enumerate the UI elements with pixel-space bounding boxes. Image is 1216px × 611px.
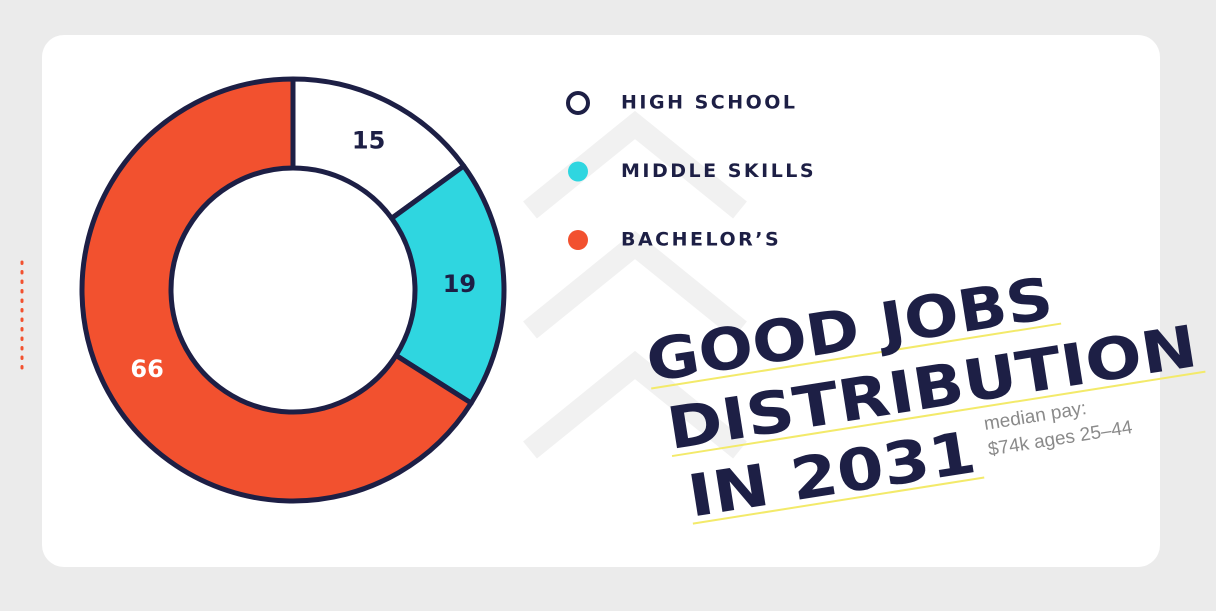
data-label: 66 xyxy=(130,355,163,383)
legend-label: MIDDLE SKILLS xyxy=(621,160,816,182)
legend-label: HIGH SCHOOL xyxy=(621,92,798,114)
chevrons xyxy=(523,110,747,459)
donut-segment xyxy=(79,76,474,504)
donut-segment xyxy=(389,163,507,406)
data-label: 19 xyxy=(443,270,476,298)
underline xyxy=(692,476,985,525)
legend-swatch xyxy=(568,230,588,250)
underline xyxy=(651,322,1062,390)
legend-label: BACHELOR’S xyxy=(621,229,781,251)
data-label: 15 xyxy=(352,127,385,155)
donut: 15 19 66 xyxy=(79,76,507,504)
legend: HIGH SCHOOL MIDDLE SKILLS BACHELOR’S xyxy=(566,91,816,251)
underline xyxy=(671,370,1206,458)
legend-swatch xyxy=(566,91,590,115)
legend-swatch xyxy=(568,161,588,182)
